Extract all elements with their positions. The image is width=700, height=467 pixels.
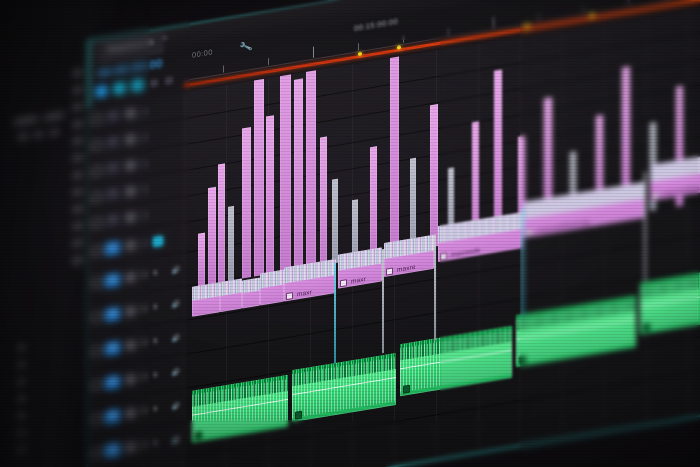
monitor-photograph: Sequence 01 ✕ 00:00:00:00 🔧 00:15:00:00 … — [0, 0, 700, 467]
lens-vignette — [0, 0, 700, 467]
